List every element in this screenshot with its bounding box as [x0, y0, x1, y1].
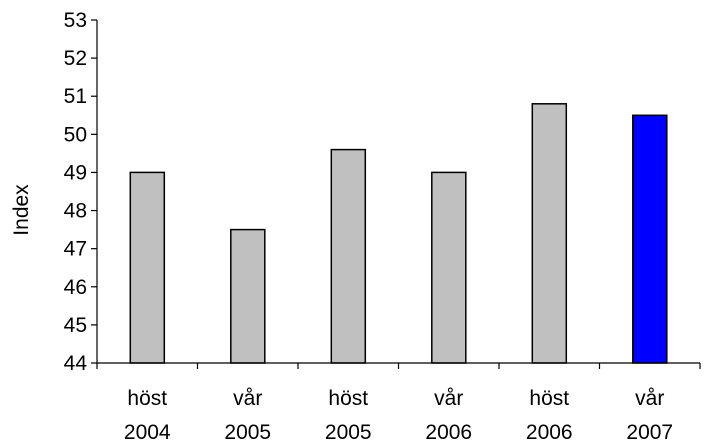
y-tick-label-2: 46 — [64, 276, 87, 299]
y-tick-label-5: 49 — [64, 161, 87, 184]
bars-group — [129, 103, 668, 364]
y-axis-title: Index — [10, 184, 33, 236]
bar-2 — [330, 148, 367, 364]
y-ticks-group: 44 45 46 47 48 49 50 51 52 53 — [64, 9, 97, 375]
y-tick-label-1: 45 — [64, 314, 87, 337]
x-tick-label-5: vår 2007 — [626, 387, 673, 444]
bar-4 — [531, 103, 568, 364]
x-tick-label-2: höst 2005 — [325, 387, 372, 444]
bar-0 — [129, 171, 166, 364]
axes-group — [96, 20, 700, 364]
x-tick-label-0: höst 2004 — [124, 387, 171, 444]
y-tick-label-0: 44 — [64, 352, 88, 375]
x-ticks-group: höst 2004 vår 2005 höst 2005 vår 2006 höst 2006 vå… — [96, 363, 701, 444]
bar-1 — [230, 228, 266, 364]
x-tick-label-1: vår 2005 — [224, 387, 271, 444]
bar-5 — [632, 114, 668, 364]
x-tick-label-4: höst 2006 — [526, 387, 573, 444]
x-tick-label-3: vår 2006 — [425, 387, 472, 444]
bar-3 — [431, 171, 467, 364]
y-tick-label-3: 47 — [64, 238, 87, 261]
y-tick-label-4: 48 — [64, 200, 87, 223]
y-tick-label-9: 53 — [64, 9, 87, 32]
y-tick-label-7: 51 — [64, 85, 87, 108]
y-tick-label-6: 50 — [64, 123, 87, 146]
y-tick-label-8: 52 — [64, 47, 87, 70]
